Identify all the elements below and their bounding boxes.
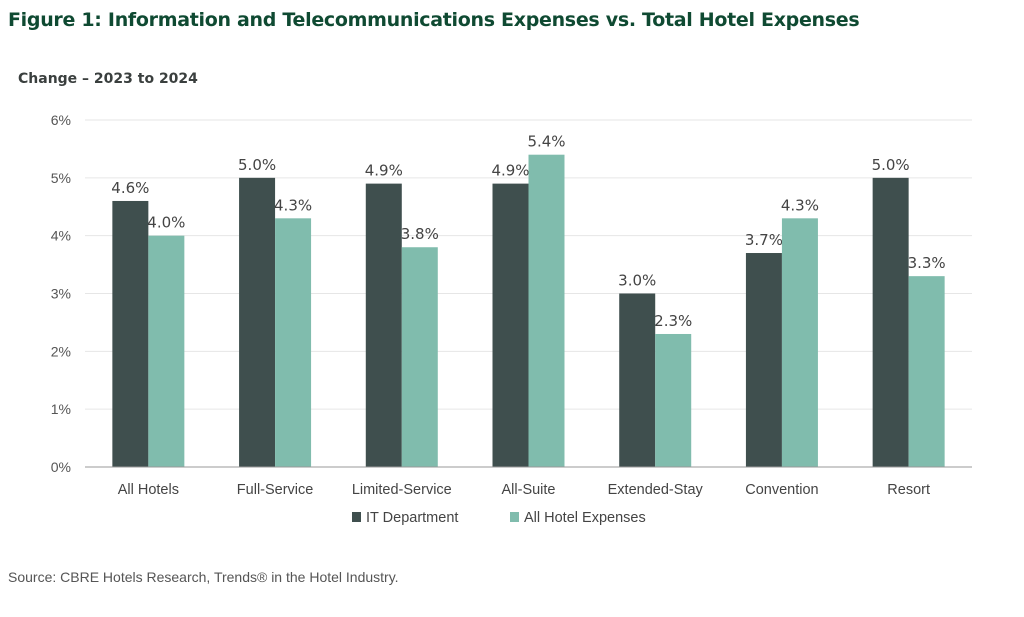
bar-it-department (745, 253, 782, 467)
data-label: 3.0% (618, 272, 656, 290)
y-tick-label: 4% (51, 228, 71, 244)
data-label: 2.3% (654, 312, 692, 330)
bar-all-hotel-expenses (401, 247, 438, 467)
data-label: 3.7% (745, 231, 783, 249)
x-tick-label: All Hotels (118, 482, 179, 498)
y-tick-label: 6% (51, 112, 71, 128)
data-label: 4.9% (365, 162, 403, 180)
y-tick-label: 0% (51, 459, 71, 475)
data-label: 3.3% (908, 254, 946, 272)
bar-it-department (239, 177, 276, 468)
bar-it-department (112, 200, 149, 467)
x-tick-label: Extended-Stay (608, 482, 704, 498)
data-label: 5.0% (238, 156, 276, 174)
legend-swatch (352, 512, 361, 522)
y-tick-label: 5% (51, 170, 71, 186)
legend-label: All Hotel Expenses (524, 510, 646, 526)
x-tick-label: Limited-Service (352, 482, 452, 498)
legend-swatch (510, 512, 519, 522)
x-tick-label: Full-Service (237, 482, 314, 498)
bar-all-hotel-expenses (908, 276, 945, 467)
data-label: 4.9% (491, 162, 529, 180)
bar-all-hotel-expenses (781, 218, 818, 467)
data-label: 4.3% (274, 196, 312, 214)
y-tick-label: 1% (51, 401, 71, 417)
data-label: 3.8% (401, 225, 439, 243)
bar-all-hotel-expenses (148, 235, 185, 467)
bar-all-hotel-expenses (275, 218, 312, 467)
source-note: Source: CBRE Hotels Research, Trends® in… (8, 569, 399, 585)
data-label: 5.0% (872, 156, 910, 174)
bar-it-department (492, 183, 529, 467)
data-label: 4.0% (147, 214, 185, 232)
bar-it-department (872, 177, 909, 468)
chart-title: Figure 1: Information and Telecommunicat… (8, 9, 860, 31)
chart-subtitle: Change – 2023 to 2024 (18, 71, 198, 87)
data-label: 5.4% (527, 133, 565, 151)
bar-all-hotel-expenses (655, 333, 692, 467)
y-tick-label: 2% (51, 343, 71, 359)
x-tick-label: Convention (745, 482, 818, 498)
bar-it-department (619, 293, 656, 467)
legend-label: IT Department (366, 510, 458, 526)
bar-it-department (365, 183, 402, 467)
bar-all-hotel-expenses (528, 154, 565, 467)
x-tick-label: Resort (887, 482, 930, 498)
x-tick-label: All-Suite (502, 482, 556, 498)
y-tick-label: 3% (51, 286, 71, 302)
data-label: 4.3% (781, 196, 819, 214)
data-label: 4.6% (111, 179, 149, 197)
